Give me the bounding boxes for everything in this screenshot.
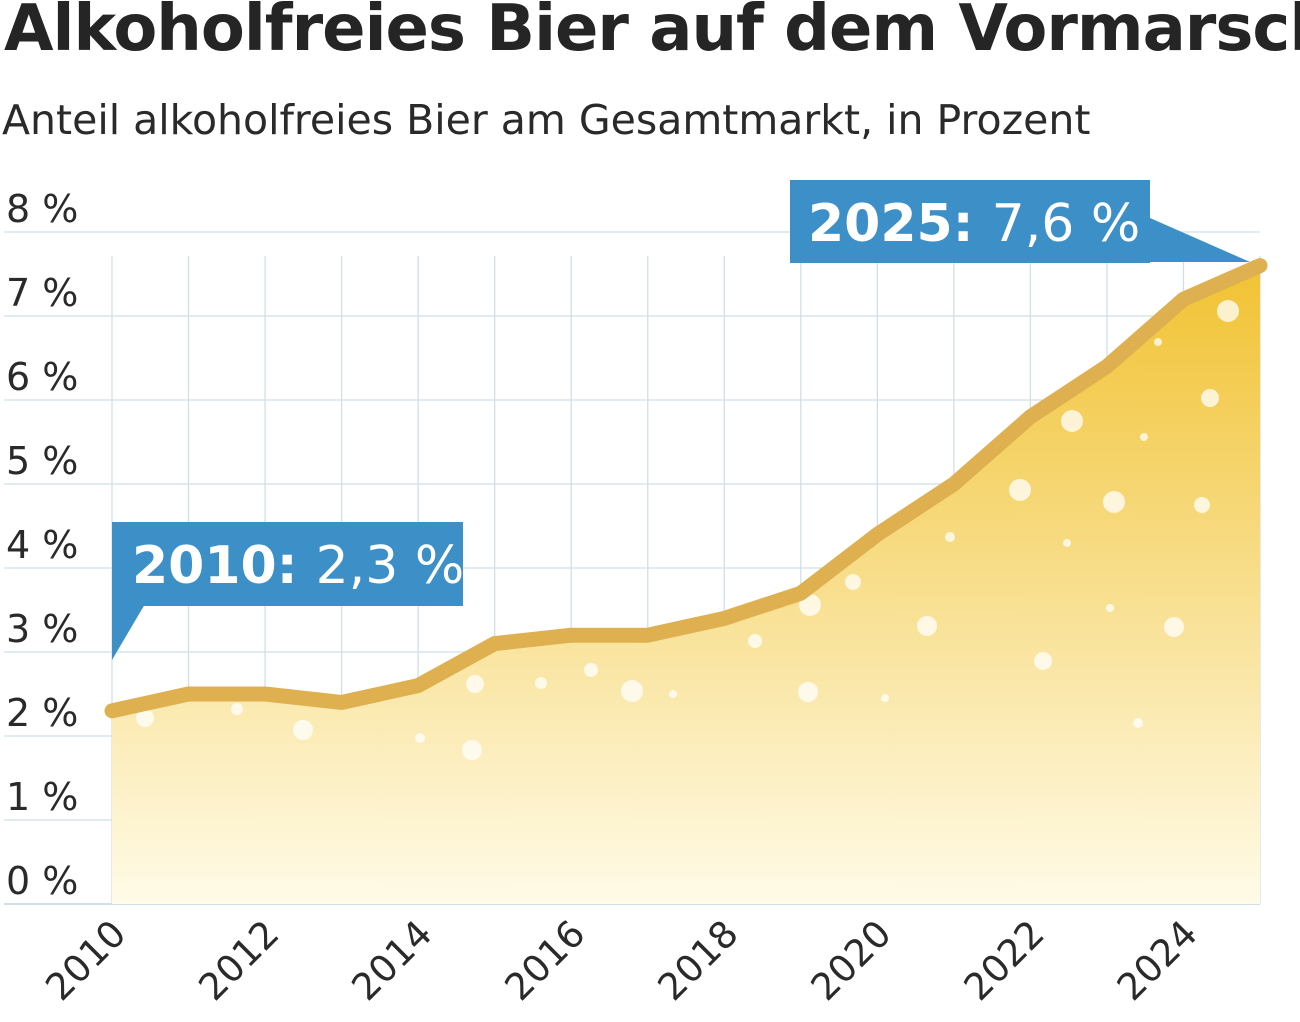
data-point xyxy=(799,592,802,595)
callout-label: 2010: 2,3 % xyxy=(112,522,464,660)
data-point xyxy=(876,533,879,536)
bubble xyxy=(798,682,818,702)
bubble xyxy=(1140,433,1148,441)
bubble xyxy=(466,675,484,693)
callout-text: 2010: 2,3 % xyxy=(132,536,464,596)
callout-label: 2025: 7,6 % xyxy=(790,180,1250,263)
data-point xyxy=(952,483,955,485)
data-point xyxy=(723,617,726,620)
x-tick-label: 2018 xyxy=(650,912,747,1009)
area-shape xyxy=(112,265,1260,905)
bubble xyxy=(945,532,955,542)
chart-subtitle: Anteil alkoholfreies Bier am Gesamtmarkt… xyxy=(2,96,1091,144)
bubble xyxy=(293,720,313,740)
x-tick-label: 2022 xyxy=(956,912,1053,1009)
callout-year: 2025: xyxy=(808,194,992,254)
callout-value: 2,3 % xyxy=(316,536,465,596)
callouts: 2010: 2,3 % 2025: 7,6 % xyxy=(112,180,1250,660)
callout-box xyxy=(112,522,463,606)
bubble xyxy=(881,694,889,702)
y-tick-label: 5 % xyxy=(6,439,78,483)
bubbles-decoration xyxy=(136,300,1239,760)
bubble xyxy=(1133,718,1143,728)
data-point xyxy=(570,634,573,637)
series-line-path xyxy=(104,258,1268,719)
y-tick-label: 3 % xyxy=(6,607,78,651)
callout-year: 2010: xyxy=(132,536,316,596)
y-tick-label: 7 % xyxy=(6,271,78,315)
data-point xyxy=(493,642,496,645)
x-tick-label: 2016 xyxy=(497,912,594,1009)
area-fill xyxy=(112,265,1260,905)
bubble xyxy=(621,680,643,702)
bubble xyxy=(748,634,762,648)
x-tick-label: 2012 xyxy=(190,912,287,1009)
y-axis: 0 % 1 % 2 % 3 % 4 % 5 % 6 % 7 % 8 % xyxy=(6,187,78,903)
y-tick-label: 6 % xyxy=(6,355,78,399)
x-tick-label: 2024 xyxy=(1109,912,1206,1009)
y-tick-label: 2 % xyxy=(6,691,78,735)
data-point xyxy=(111,709,113,712)
y-tick-label: 8 % xyxy=(6,187,78,231)
x-tick-label: 2014 xyxy=(344,912,441,1009)
bubble xyxy=(845,574,861,590)
y-tick-label: 1 % xyxy=(6,775,78,819)
bubble xyxy=(415,733,425,743)
bubble xyxy=(1154,338,1162,346)
bubble xyxy=(1034,652,1052,670)
bubble xyxy=(535,677,547,689)
data-point xyxy=(417,684,420,687)
bubble xyxy=(917,616,937,636)
series-line xyxy=(104,258,1268,719)
bubble xyxy=(1061,410,1083,432)
data-point xyxy=(1029,415,1032,418)
bubble xyxy=(1063,539,1071,547)
bubble xyxy=(584,663,598,677)
bubble xyxy=(1201,389,1219,407)
bubble xyxy=(1009,479,1031,501)
bubble xyxy=(1106,604,1114,612)
bubble xyxy=(1164,617,1184,637)
data-point xyxy=(1259,264,1261,267)
bubble xyxy=(231,703,243,715)
bubble xyxy=(462,740,482,760)
x-tick-label: 2010 xyxy=(37,912,134,1009)
x-axis: 2010 2012 2014 2016 2018 2020 2022 2024 xyxy=(37,912,1205,1009)
callout-text: 2025: 7,6 % xyxy=(808,194,1140,254)
x-tick-label: 2020 xyxy=(803,912,900,1009)
callout-pointer xyxy=(112,604,145,660)
callout-box xyxy=(790,180,1150,263)
y-tick-label: 4 % xyxy=(6,523,78,567)
data-point xyxy=(187,693,190,695)
chart-title: Alkoholfreies Bier auf dem Vormarsch xyxy=(4,0,1300,66)
bubble xyxy=(1194,497,1210,513)
bubble xyxy=(136,709,154,727)
bubble xyxy=(1217,300,1239,322)
data-point xyxy=(264,693,267,695)
bubble xyxy=(669,690,677,698)
data-point xyxy=(1182,298,1185,301)
data-point xyxy=(340,701,343,704)
data-point xyxy=(646,634,649,637)
callout-value: 7,6 % xyxy=(992,194,1141,254)
y-tick-label: 0 % xyxy=(6,859,78,903)
data-point xyxy=(1105,365,1108,368)
callout-pointer xyxy=(1140,218,1250,262)
bubble xyxy=(1103,491,1125,513)
